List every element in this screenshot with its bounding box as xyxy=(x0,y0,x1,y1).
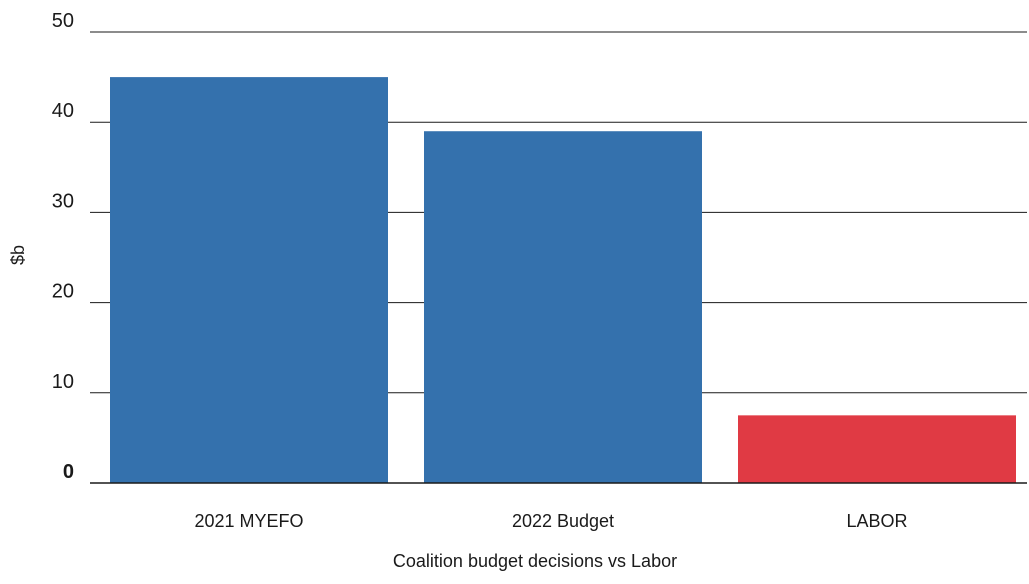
y-tick-label: 50 xyxy=(52,10,74,32)
bars xyxy=(90,77,1027,484)
bar xyxy=(424,131,702,483)
x-category-label: LABOR xyxy=(846,511,907,531)
bar xyxy=(738,415,1016,483)
y-axis-ticks: 0 10 20 30 40 50 xyxy=(52,10,74,483)
y-tick-label: 0 xyxy=(63,461,74,483)
y-tick-label: 40 xyxy=(52,100,74,122)
x-axis-label: Coalition budget decisions vs Labor xyxy=(393,551,677,571)
y-tick-label: 30 xyxy=(52,190,74,212)
x-category-label: 2021 MYEFO xyxy=(194,511,303,531)
y-axis-label: $b xyxy=(8,245,28,265)
x-category-label: 2022 Budget xyxy=(512,511,614,531)
bar xyxy=(110,77,388,483)
y-tick-label: 10 xyxy=(52,371,74,393)
y-tick-label: 20 xyxy=(52,281,74,303)
x-axis-categories: 2021 MYEFO 2022 Budget LABOR xyxy=(194,511,907,531)
